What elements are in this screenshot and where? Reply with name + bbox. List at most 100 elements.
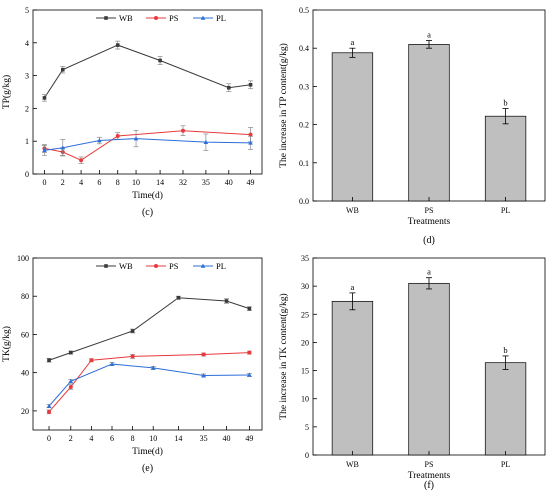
panel-e-x-tick-label: 40 bbox=[223, 434, 231, 443]
panel-c-data-point bbox=[133, 136, 139, 141]
panel-c-x-tick-label: 49 bbox=[247, 178, 255, 187]
panel-e-legend-marker bbox=[154, 264, 158, 268]
panel-f-y-tick-label: 0 bbox=[305, 451, 309, 460]
panel-e-y-tick-label: 20 bbox=[21, 407, 29, 416]
panel-c-x-axis-label: Time(d) bbox=[132, 190, 163, 201]
panel-c-x-tick-label: 35 bbox=[202, 178, 210, 187]
panel-e-data-point bbox=[130, 329, 135, 333]
panel-e-data-point bbox=[247, 306, 252, 311]
panel-c-x-tick-label: 32 bbox=[179, 178, 187, 187]
panel-c-data-point bbox=[248, 132, 253, 137]
panel-e-legend-marker bbox=[104, 264, 108, 268]
panel-e-chart: 20 40 60 80 100 0 2 4 6 8 10 14 35 40 49 Time(d) TK(g/kg… bbox=[1, 254, 263, 474]
panel-f-y-tick-label: 15 bbox=[301, 367, 309, 376]
panel-c-data-point bbox=[115, 43, 120, 47]
panel-d-x-axis-label: Treatments bbox=[408, 217, 451, 227]
panel-e-series-line bbox=[48, 297, 250, 361]
panel-c-data-point bbox=[115, 133, 120, 138]
panel-e-series-pl bbox=[46, 361, 252, 408]
panel-e-series-wb bbox=[46, 295, 252, 363]
panel-f-y-tick-label: 20 bbox=[301, 338, 309, 347]
panel-f-y-tick-label: 35 bbox=[301, 254, 309, 263]
panel-c-legend-item: PL bbox=[193, 13, 226, 23]
panel-c-plot-frame bbox=[32, 9, 263, 175]
panel-c-legend-marker bbox=[104, 16, 108, 20]
panel-d-category-label: PS bbox=[425, 206, 434, 215]
panel-e-x-tick-label: 8 bbox=[131, 434, 135, 443]
panel-f-x-axis-label: Treatments bbox=[408, 471, 451, 481]
panel-c-data-point bbox=[248, 140, 253, 145]
panel-e-data-point bbox=[68, 378, 74, 384]
panel-d-significance-label: b bbox=[503, 98, 507, 108]
panel-c-y-tick-label: 3 bbox=[25, 72, 29, 81]
panel-e-legend-item: PL bbox=[193, 261, 226, 271]
panel-f-significance-label: a bbox=[427, 267, 431, 277]
panel-c-data-point bbox=[60, 145, 66, 150]
panel-e-data-point bbox=[201, 352, 206, 357]
panel-c-legend-label: PL bbox=[216, 13, 226, 23]
panel-c-legend-marker bbox=[154, 16, 158, 20]
panel-c-x-tick-label: 6 bbox=[97, 178, 101, 187]
panel-d-significance-label: a bbox=[351, 37, 355, 47]
panel-c-x-tick-label: 14 bbox=[156, 178, 164, 187]
panel-d-y-tick-label: 0.5 bbox=[299, 6, 309, 15]
panel-c-panel-label: (c) bbox=[142, 207, 153, 218]
panel-e-data-point bbox=[130, 354, 135, 359]
panel-e-x-tick-label: 49 bbox=[245, 434, 253, 443]
panel-f-bar bbox=[408, 282, 450, 456]
panel-f-significance-label: a bbox=[351, 282, 355, 292]
panel-d-y-tick-label: 0.3 bbox=[299, 82, 309, 91]
panel-e-data-point bbox=[247, 372, 252, 377]
panel-e-data-point bbox=[68, 350, 73, 355]
panel-f-y-tick-label: 30 bbox=[301, 282, 309, 291]
panel-e-plot-frame bbox=[32, 257, 263, 431]
panel-e-series-line bbox=[48, 352, 250, 413]
panel-f-y-tick-label: 5 bbox=[305, 423, 309, 432]
panel-d-y-tick-label: 0.2 bbox=[299, 121, 309, 130]
panel-c-data-point bbox=[97, 138, 102, 143]
panel-e-x-axis-label: Time(d) bbox=[132, 446, 163, 457]
panel-f-y-axis-label: The increase in TK content(g/kg) bbox=[278, 293, 289, 419]
panel-d-y-tick-label: 0.0 bbox=[299, 197, 309, 206]
panel-c-data-point bbox=[60, 67, 65, 72]
panel-e-data-point bbox=[68, 385, 73, 389]
panel-e-y-axis-label: TK(g/kg) bbox=[1, 326, 12, 362]
panel-c-data-point bbox=[226, 85, 231, 90]
panel-c-data-point bbox=[203, 139, 209, 144]
panel-f-y-tick-label: 10 bbox=[301, 395, 309, 404]
panel-c-series-wb bbox=[41, 40, 254, 102]
panel-e-series-ps bbox=[46, 350, 252, 415]
panel-c-y-tick-label: 2 bbox=[25, 104, 29, 113]
panel-e-legend-label: PS bbox=[169, 261, 179, 271]
panel-e-x-tick-label: 0 bbox=[47, 434, 51, 443]
panel-c-legend-label: PS bbox=[169, 13, 179, 23]
panel-d-panel-label: (d) bbox=[423, 235, 435, 246]
panel-e-x-tick-label: 14 bbox=[174, 434, 182, 443]
panel-e-data-point bbox=[150, 365, 156, 370]
panel-e-data-point bbox=[224, 299, 229, 303]
panel-c-x-tick-label: 2 bbox=[61, 178, 65, 187]
panel-c-series-line bbox=[44, 138, 251, 151]
panel-d-bar bbox=[331, 52, 374, 202]
panel-f-category-label: WB bbox=[346, 460, 359, 469]
panel-e-data-point bbox=[47, 358, 51, 363]
panel-d-category-label: PL bbox=[501, 206, 510, 215]
panel-e-data-point bbox=[47, 409, 52, 414]
panel-e-y-tick-label: 40 bbox=[21, 369, 29, 378]
panel-d-category-label: WB bbox=[346, 206, 359, 215]
panel-d-bar bbox=[408, 44, 450, 202]
panel-f-significance-label: b bbox=[503, 345, 507, 355]
panel-e-panel-label: (e) bbox=[142, 463, 153, 474]
panel-e-data-point bbox=[46, 403, 52, 408]
panel-d-significance-label: a bbox=[427, 30, 431, 40]
panel-e-legend-marker bbox=[200, 263, 206, 268]
panel-f-bar bbox=[331, 300, 374, 456]
panel-c-y-tick-label: 4 bbox=[25, 39, 29, 48]
panel-c-x-tick-label: 4 bbox=[79, 178, 83, 187]
panel-e-data-point bbox=[201, 373, 206, 378]
panel-e-x-tick-label: 6 bbox=[110, 434, 114, 443]
panel-c-x-tick-label: 40 bbox=[225, 178, 233, 187]
panel-e-series-line bbox=[48, 363, 250, 407]
panel-c-y-tick-label: 5 bbox=[25, 6, 29, 15]
